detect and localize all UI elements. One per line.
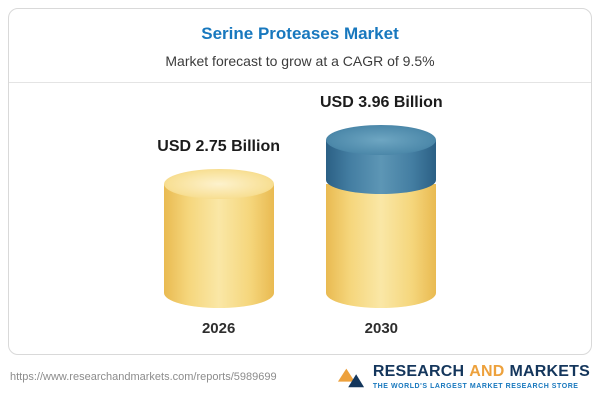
chart-subtitle: Market forecast to grow at a CAGR of 9.5…: [165, 53, 435, 69]
logo-word-markets: MARKETS: [509, 363, 590, 380]
logo-word-and: AND: [469, 363, 505, 380]
logo-tagline: THE WORLD'S LARGEST MARKET RESEARCH STOR…: [372, 383, 579, 390]
bar-group-2030: USD 3.96 Billion 2030: [320, 94, 443, 337]
chart-title: Serine Proteases Market: [201, 24, 399, 43]
value-label-2030: USD 3.96 Billion: [320, 93, 443, 111]
category-label-2030: 2030: [364, 320, 399, 337]
cylinder-2026: [163, 169, 274, 308]
logo-text: RESEARCH AND MARKETS THE WORLD'S LARGEST…: [373, 363, 590, 390]
logo-wordmark: RESEARCH AND MARKETS: [373, 363, 590, 380]
report-url: https://www.researchandmarkets.com/repor…: [10, 370, 277, 383]
value-label-2026: USD 2.75 Billion: [157, 138, 280, 156]
bar-group-2026: USD 2.75 Billion 2026: [157, 138, 280, 337]
cylinder-2030: [326, 124, 437, 308]
logo-word-research: RESEARCH: [372, 363, 465, 380]
cylinder-2026-top: [163, 169, 274, 200]
cylinder-2030-base-body: [326, 184, 437, 308]
logo-mark-icon: [337, 368, 364, 387]
footer: https://www.researchandmarkets.com/repor…: [0, 357, 600, 400]
chart-area: USD 2.75 Billion 2026 USD 3.96 Billion 2…: [9, 85, 591, 337]
research-and-markets-logo: RESEARCH AND MARKETS THE WORLD'S LARGEST…: [336, 363, 590, 391]
cylinder-2030-top: [326, 124, 437, 155]
category-label-2026: 2026: [201, 320, 236, 337]
chart-card: Serine Proteases Market Market forecast …: [8, 8, 592, 355]
cylinder-2026-body: [163, 184, 274, 308]
chart-header: Serine Proteases Market Market forecast …: [9, 9, 591, 83]
